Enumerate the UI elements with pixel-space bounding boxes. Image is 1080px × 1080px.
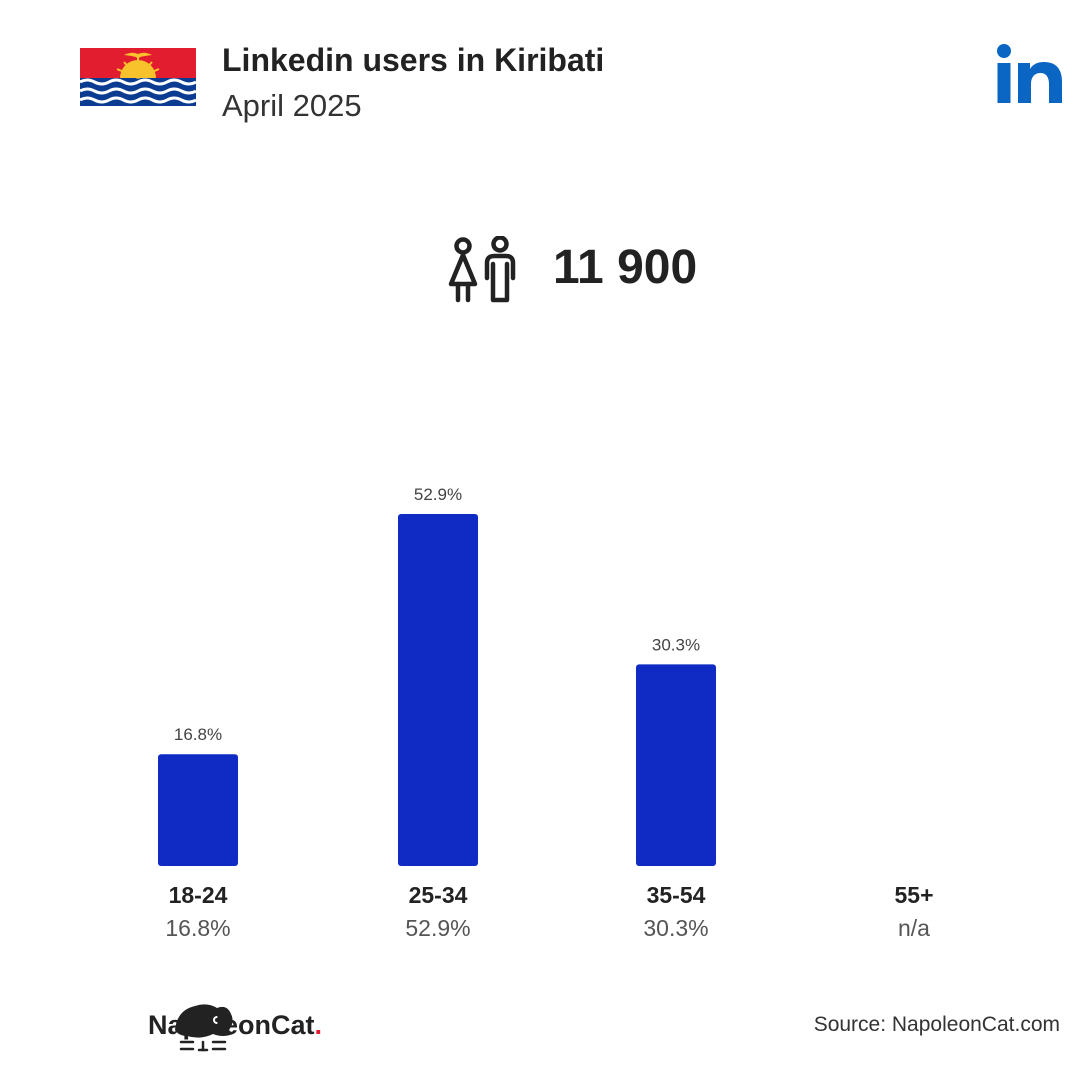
category-label: 55+ xyxy=(894,882,934,908)
bar-18-24 xyxy=(158,754,238,866)
bar-35-54 xyxy=(636,664,716,866)
category-label: 35-54 xyxy=(646,882,706,908)
total-users-value: 11 900 xyxy=(553,241,698,294)
category-percent: 30.3% xyxy=(643,915,709,941)
category-label: 25-34 xyxy=(408,882,468,908)
category-label: 18-24 xyxy=(168,882,228,908)
source-label: Source: NapoleonCat.com xyxy=(813,1013,1060,1036)
linkedin-logo-icon xyxy=(997,44,1062,103)
age-bar-chart: 16.8% 52.9% 30.3% xyxy=(158,485,716,866)
brand-name: NapoleonCat. xyxy=(148,1010,323,1040)
kiribati-flag-icon xyxy=(80,48,196,106)
category-percent: 52.9% xyxy=(405,915,471,941)
bar-value-label: 16.8% xyxy=(174,725,222,744)
page-title: Linkedin users in Kiribati xyxy=(222,42,605,78)
category-percent: n/a xyxy=(898,915,930,941)
bar-value-label: 30.3% xyxy=(652,635,700,654)
category-percent: 16.8% xyxy=(165,915,231,941)
users-icon xyxy=(448,236,516,303)
napoleoncat-logo-icon xyxy=(175,1004,233,1052)
page-subtitle: April 2025 xyxy=(222,88,362,123)
bar-value-label: 52.9% xyxy=(414,485,462,504)
bar-25-34 xyxy=(398,514,478,866)
